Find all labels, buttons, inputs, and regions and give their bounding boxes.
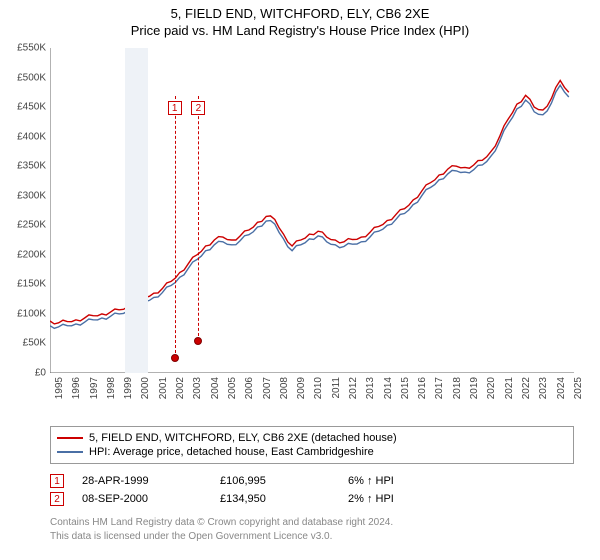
x-tick-label: 2011 (331, 377, 342, 399)
transaction-hpi-ref: 2% ↑ HPI (348, 493, 574, 505)
x-tick-label: 2004 (210, 377, 221, 399)
x-tick-label: 2000 (140, 377, 151, 399)
x-tick-label: 2007 (262, 377, 273, 399)
x-tick-label: 2018 (452, 377, 463, 399)
x-tick-label: 1997 (89, 377, 100, 399)
x-tick-label: 2003 (192, 377, 203, 399)
x-tick-label: 2025 (573, 377, 584, 399)
legend-swatch (57, 451, 83, 453)
transaction-price: £106,995 (220, 475, 330, 487)
transaction-price: £134,950 (220, 493, 330, 505)
transaction-row: 2 08-SEP-2000 £134,950 2% ↑ HPI (50, 490, 574, 508)
x-tick-label: 2023 (538, 377, 549, 399)
transaction-badge: 2 (50, 492, 64, 506)
x-tick-label: 2002 (175, 377, 186, 399)
title-main: 5, FIELD END, WITCHFORD, ELY, CB6 2XE (0, 0, 600, 21)
y-tick-label: £200K (17, 249, 46, 260)
y-tick-label: £400K (17, 131, 46, 142)
y-tick-label: £100K (17, 308, 46, 319)
marker-shade-band (125, 48, 149, 373)
x-tick-label: 1996 (71, 377, 82, 399)
transaction-date: 28-APR-1999 (82, 475, 202, 487)
transactions-list: 1 28-APR-1999 £106,995 6% ↑ HPI 2 08-SEP-2000… (50, 472, 574, 508)
x-tick-label: 2014 (383, 377, 394, 399)
y-tick-label: £0 (35, 368, 46, 379)
footnote: Contains HM Land Registry data © Crown c… (50, 516, 574, 543)
legend-row: HPI: Average price, detached house, East… (57, 445, 567, 459)
transaction-badge: 1 (50, 474, 64, 488)
y-tick-label: £300K (17, 190, 46, 201)
x-tick-label: 2016 (417, 377, 428, 399)
x-tick-label: 2006 (244, 377, 255, 399)
x-tick-label: 2020 (486, 377, 497, 399)
y-tick-label: £150K (17, 279, 46, 290)
x-tick-label: 2008 (279, 377, 290, 399)
y-tick-label: £550K (17, 43, 46, 54)
x-tick-label: 2013 (365, 377, 376, 399)
y-axis: £0£50K£100K£150K£200K£250K£300K£350K£400… (0, 48, 48, 373)
x-axis: 1995 1996 1997 1998 1999 2000 2001 2002 2003 2004… (50, 375, 574, 423)
transaction-date: 08-SEP-2000 (82, 493, 202, 505)
x-tick-label: 2021 (504, 377, 515, 399)
legend-label: HPI: Average price, detached house, East… (89, 446, 374, 458)
transaction-row: 1 28-APR-1999 £106,995 6% ↑ HPI (50, 472, 574, 490)
legend-row: 5, FIELD END, WITCHFORD, ELY, CB6 2XE (d… (57, 431, 567, 445)
footnote-line-2: This data is licensed under the Open Gov… (50, 530, 574, 544)
x-tick-label: 2012 (348, 377, 359, 399)
y-tick-label: £350K (17, 161, 46, 172)
legend-box: 5, FIELD END, WITCHFORD, ELY, CB6 2XE (d… (50, 426, 574, 464)
x-tick-label: 2010 (313, 377, 324, 399)
footnote-line-1: Contains HM Land Registry data © Crown c… (50, 516, 574, 530)
x-tick-label: 2009 (296, 377, 307, 399)
x-tick-label: 2019 (469, 377, 480, 399)
x-tick-label: 2015 (400, 377, 411, 399)
legend-swatch (57, 437, 83, 439)
x-tick-label: 2022 (521, 377, 532, 399)
y-tick-label: £250K (17, 220, 46, 231)
y-tick-label: £50K (23, 338, 46, 349)
x-tick-label: 1995 (54, 377, 65, 399)
legend-label: 5, FIELD END, WITCHFORD, ELY, CB6 2XE (d… (89, 432, 397, 444)
title-sub: Price paid vs. HM Land Registry's House … (0, 21, 600, 38)
y-tick-label: £500K (17, 72, 46, 83)
x-tick-label: 2017 (434, 377, 445, 399)
x-tick-label: 1999 (123, 377, 134, 399)
chart-container: 5, FIELD END, WITCHFORD, ELY, CB6 2XE Pr… (0, 0, 600, 560)
y-tick-label: £450K (17, 102, 46, 113)
x-tick-label: 2005 (227, 377, 238, 399)
x-tick-label: 2024 (556, 377, 567, 399)
x-tick-label: 1998 (106, 377, 117, 399)
x-tick-label: 2001 (158, 377, 169, 399)
chart-plot-area: 12 (50, 48, 574, 373)
transaction-hpi-ref: 6% ↑ HPI (348, 475, 574, 487)
